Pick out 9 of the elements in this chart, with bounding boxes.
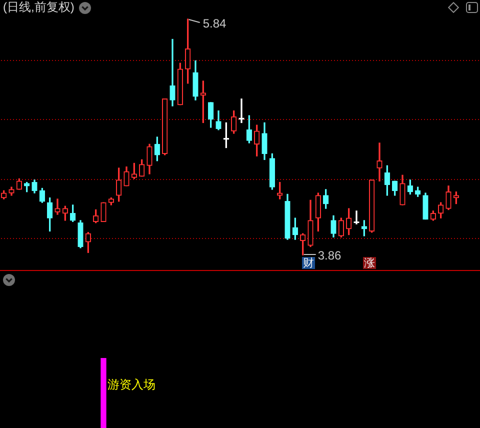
annotation: 5.84	[202, 16, 227, 30]
text: 涨	[364, 258, 375, 270]
candlestick	[54, 198, 60, 215]
text: 财	[303, 256, 314, 270]
candlestick	[376, 142, 382, 182]
annotation: 3.86	[318, 248, 342, 262]
annotation: 游资入场	[108, 377, 156, 392]
candlestick	[170, 38, 176, 106]
chart-title: (日线,前复权)	[3, 0, 74, 14]
